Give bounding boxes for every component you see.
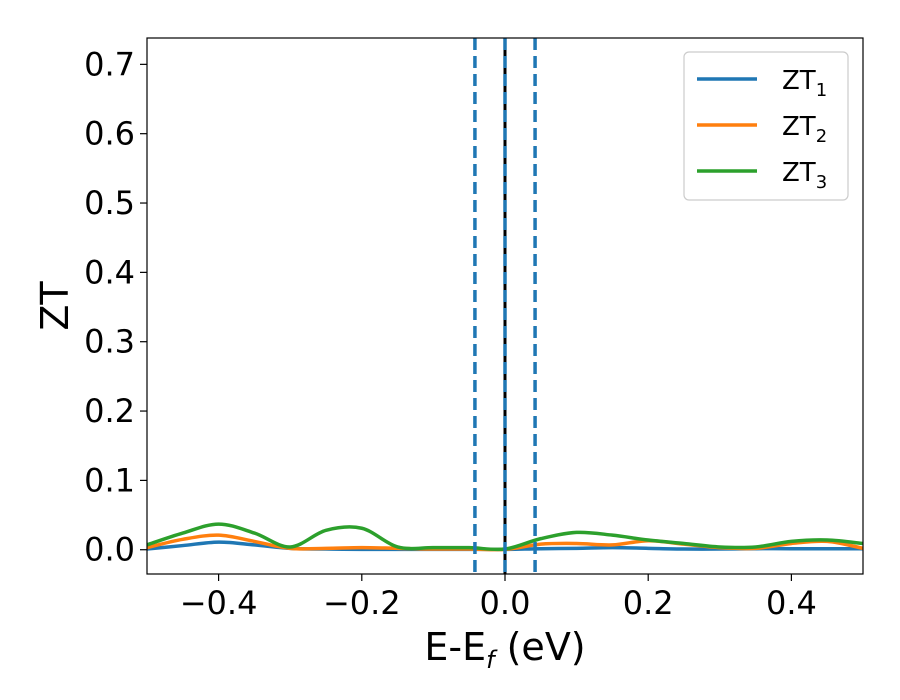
- y-tick-label: 0.4: [84, 253, 135, 291]
- x-tick-label: 0.2: [623, 584, 674, 622]
- legend-label-1: ZT1: [782, 66, 827, 101]
- x-axis-label: E-Ef (eV): [424, 625, 585, 674]
- x-tick-label: 0.4: [766, 584, 817, 622]
- x-tick-label: −0.4: [180, 584, 258, 622]
- legend-label-2: ZT2: [782, 112, 827, 147]
- y-tick-label: 0.0: [84, 531, 135, 569]
- y-tick-label: 0.6: [84, 115, 135, 153]
- x-tick-label: −0.2: [323, 584, 401, 622]
- x-tick-label: 0.0: [480, 584, 531, 622]
- y-axis: 0.0 0.1 0.2 0.3 0.4 0.5 0.6 0.7: [84, 45, 147, 569]
- legend-box: [683, 51, 849, 201]
- y-tick-label: 0.5: [84, 184, 135, 222]
- legend: ZT1 ZT2 ZT3: [683, 51, 849, 201]
- y-tick-label: 0.2: [84, 392, 135, 430]
- legend-label-3: ZT3: [782, 158, 827, 193]
- y-axis-label: ZT: [33, 281, 77, 331]
- y-tick-label: 0.3: [84, 323, 135, 361]
- x-axis: −0.4 −0.2 0.0 0.2 0.4: [180, 574, 817, 622]
- vline-layer: [473, 38, 537, 574]
- y-tick-label: 0.1: [84, 461, 135, 499]
- y-tick-label: 0.7: [84, 45, 135, 83]
